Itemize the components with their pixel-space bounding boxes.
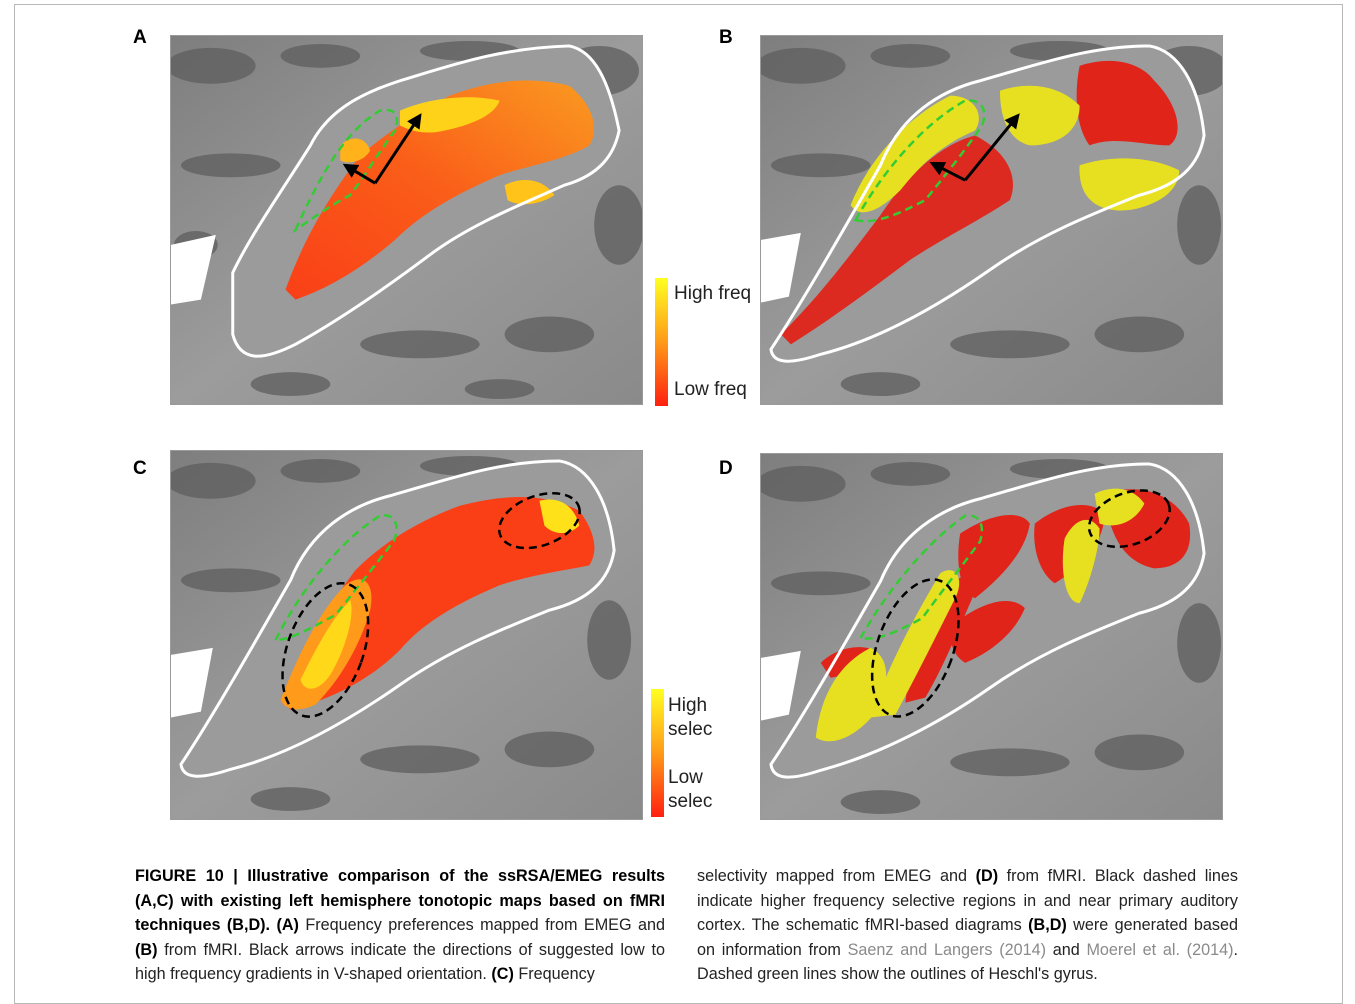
legend-low-sub-label: selec	[668, 791, 713, 812]
panel-b-image	[760, 35, 1223, 405]
caption-text: Frequency	[513, 965, 595, 983]
caption-panel-c-ref: (C)	[491, 965, 514, 983]
figure-label: FIGURE 10 | Illustrative comparison of t…	[135, 867, 665, 934]
legend-high-label: High freq	[674, 283, 752, 304]
caption-text: were generated based on information from	[697, 916, 1238, 959]
figure-caption-right: selectivity mapped from EMEG and (D) fro…	[697, 864, 1238, 987]
panel-label-a: A	[133, 27, 147, 48]
legend-low-label: Low freq	[674, 379, 747, 400]
caption-panel-b-ref: (B)	[135, 940, 158, 959]
legend-colorbar-selectivity	[651, 689, 664, 817]
legend-high-sub-label: selec	[668, 719, 713, 740]
citation-link-moerel[interactable]: Moerel et al. (2014)	[1086, 940, 1234, 959]
panel-d-image	[760, 453, 1223, 820]
caption-panel-a-ref: (A)	[276, 916, 299, 934]
panel-a-image	[170, 35, 643, 405]
caption-text: from fMRI. Black dashed lines indicate h…	[697, 867, 1239, 934]
legend-low-label: Low	[668, 767, 703, 788]
figure-caption-left: FIGURE 10 | Illustrative comparison of t…	[135, 864, 665, 987]
caption-text: Frequency preferences mapped from EMEG a…	[298, 916, 666, 934]
caption-panel-d-ref: (D)	[975, 867, 999, 885]
caption-text: selectivity mapped from EMEG and	[697, 867, 976, 885]
caption-text: . Dashed green lines show the outlines o…	[697, 940, 1238, 984]
caption-text: and	[1045, 940, 1087, 959]
caption-panel-bd-ref: (B,D)	[1028, 916, 1067, 934]
legend-high-label: High	[668, 695, 708, 716]
panel-c-image	[170, 450, 643, 820]
panel-label-d: D	[719, 458, 733, 479]
caption-text: from fMRI. Black arrows indicate the dir…	[135, 940, 665, 984]
panel-label-b: B	[719, 27, 733, 48]
panel-label-c: C	[133, 458, 147, 479]
citation-link-saenz[interactable]: Saenz and Langers (2014)	[847, 940, 1046, 959]
legend-colorbar-frequency	[655, 278, 668, 406]
